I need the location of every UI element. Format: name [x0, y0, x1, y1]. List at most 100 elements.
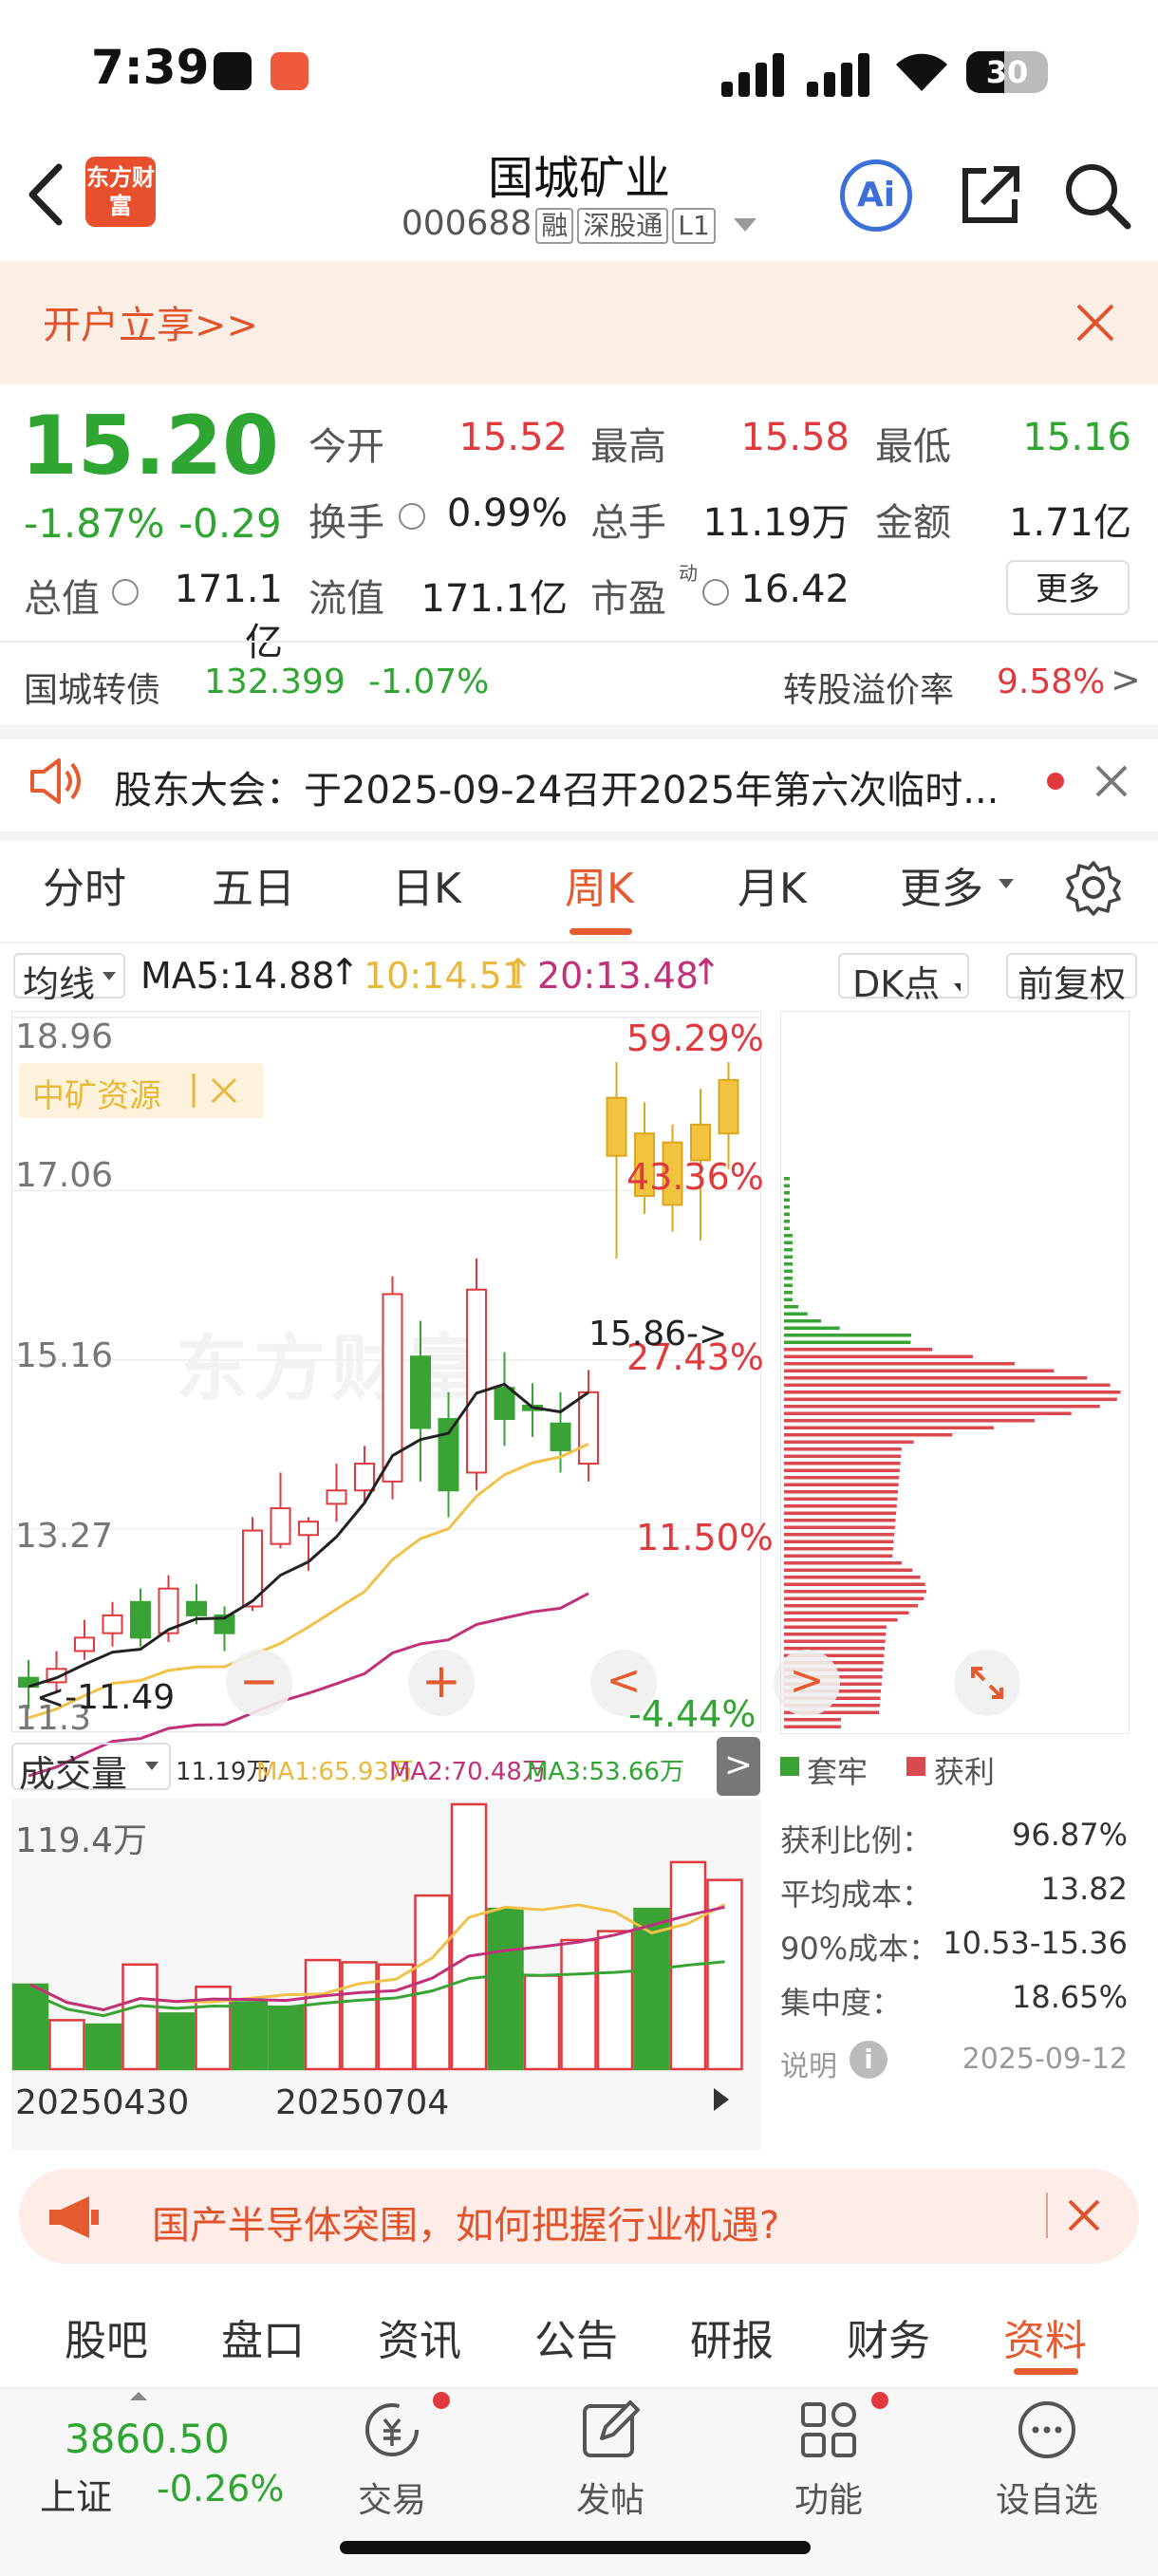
cost-bar: [784, 1653, 885, 1657]
trade-icon[interactable]: [359, 2397, 425, 2463]
kline-chart-frame[interactable]: [11, 1011, 761, 1732]
indicator-selector[interactable]: [11, 1743, 171, 1790]
cost-bar: [784, 1391, 1121, 1394]
dk-selector[interactable]: [838, 953, 969, 999]
float-label: 流值: [308, 577, 384, 621]
note-label[interactable]: 说明: [780, 2050, 837, 2083]
indicator-selector-label[interactable]: 成交量: [19, 1753, 128, 1795]
tab-news[interactable]: 资讯: [378, 2317, 461, 2365]
stock-name: 国城矿业: [487, 152, 670, 205]
y-tick: 17.06: [15, 1156, 114, 1195]
chevron-up-icon[interactable]: [130, 2392, 147, 2400]
unread-dot: [871, 2392, 888, 2409]
tab-weekly-k[interactable]: 周K: [565, 865, 634, 913]
scroll-right-button[interactable]: >: [774, 1650, 840, 1716]
tab-forum[interactable]: 股吧: [65, 2317, 148, 2365]
ma-selector[interactable]: [13, 953, 125, 999]
tab-more[interactable]: 更多: [900, 865, 983, 913]
candle: [242, 1529, 263, 1608]
apps-grid-icon[interactable]: [795, 2397, 862, 2463]
volume-bar: [596, 1930, 634, 2071]
info-icon[interactable]: [399, 503, 425, 530]
close-icon[interactable]: [211, 1077, 237, 1104]
cost-distribution-frame: [780, 1011, 1130, 1734]
ai-assistant-icon[interactable]: Ai: [840, 159, 912, 232]
info-icon[interactable]: [702, 579, 729, 606]
pe-label: 市盈: [590, 577, 666, 621]
cost-date: 2025-09-12: [962, 2043, 1128, 2076]
index-change[interactable]: -0.26%: [157, 2468, 285, 2510]
scroll-left-button[interactable]: <: [590, 1650, 657, 1716]
open-label: 今开: [308, 425, 384, 469]
y-tick: 15.16: [15, 1336, 114, 1375]
cellular-signal-icon: [721, 53, 784, 97]
compose-icon[interactable]: [577, 2397, 644, 2463]
convertible-name[interactable]: 国城转债: [24, 671, 161, 710]
nav-add-watchlist[interactable]: 设自选: [995, 2481, 1098, 2520]
ad-banner[interactable]: [19, 2169, 1139, 2264]
play-icon[interactable]: [714, 2088, 729, 2111]
tab-profile[interactable]: 资料: [1003, 2317, 1087, 2365]
more-button[interactable]: 更多: [1006, 560, 1130, 615]
vol-ma3-line: [29, 1960, 725, 2018]
tab-daily-k[interactable]: 日K: [392, 865, 461, 913]
ad-text[interactable]: 国产半导体突围，如何把握行业机遇?: [152, 2204, 780, 2248]
cost-bar: [784, 1411, 1072, 1415]
cost-bar: [784, 1633, 887, 1636]
close-icon[interactable]: [1094, 764, 1129, 798]
adjust-label[interactable]: 前复权: [1018, 963, 1127, 1005]
tab-intraday[interactable]: 分时: [43, 865, 126, 913]
volume-bar: [304, 1958, 342, 2071]
cellular-signal-2-icon: [807, 53, 869, 97]
candle: [662, 1141, 683, 1206]
share-icon[interactable]: [954, 159, 1026, 232]
more-options-icon[interactable]: [1014, 2397, 1080, 2463]
gear-icon[interactable]: [1065, 859, 1122, 916]
speaker-icon: [30, 758, 81, 804]
nav-trade[interactable]: 交易: [357, 2481, 426, 2520]
cost-bar: [784, 1433, 953, 1437]
cost-bar: [784, 1326, 840, 1330]
section-gap: [0, 724, 1158, 739]
adjust-button[interactable]: [1006, 953, 1137, 999]
tab-five-day[interactable]: 五日: [212, 865, 295, 913]
cost-bar: [784, 1590, 926, 1594]
mktcap-label: 总值: [24, 577, 100, 621]
promo-banner[interactable]: [0, 261, 1158, 384]
cost-bar: [784, 1283, 793, 1287]
chevron-right-icon[interactable]: >: [1111, 659, 1141, 700]
tab-monthly-k[interactable]: 月K: [738, 865, 807, 913]
info-icon[interactable]: [112, 579, 139, 606]
cost-value: 18.65%: [1011, 1979, 1128, 2015]
cost-bar: [784, 1454, 902, 1458]
tab-financials[interactable]: 财务: [847, 2317, 930, 2365]
expand-icon: [971, 1667, 1003, 1699]
back-arrow-icon[interactable]: [23, 161, 70, 228]
close-icon[interactable]: [1074, 302, 1116, 344]
tab-order-book[interactable]: 盘口: [221, 2317, 305, 2365]
tab-announcements[interactable]: 公告: [534, 2317, 618, 2365]
date-label: 20250430: [15, 2083, 190, 2122]
expand-panel-button[interactable]: >: [717, 1737, 760, 1796]
ma-selector-label[interactable]: 均线: [23, 963, 96, 1005]
tab-research[interactable]: 研报: [690, 2317, 774, 2365]
pct-tick: 11.50%: [636, 1517, 774, 1559]
nav-functions[interactable]: 功能: [794, 2481, 863, 2520]
chevron-down-icon[interactable]: [734, 218, 757, 232]
notice-text[interactable]: 股东大会：于2025-09-24召开2025年第六次临时...: [114, 769, 999, 812]
info-icon[interactable]: i: [850, 2041, 887, 2079]
convertible-price: 132.399: [204, 663, 346, 701]
index-value[interactable]: 3860.50: [65, 2416, 230, 2462]
zoom-in-button[interactable]: +: [408, 1650, 475, 1716]
candle: [494, 1387, 515, 1421]
dk-label[interactable]: DK点: [852, 963, 941, 1005]
search-icon[interactable]: [1061, 159, 1133, 232]
fullscreen-button[interactable]: [954, 1650, 1020, 1716]
ma20-line: [28, 1592, 589, 1778]
nav-post[interactable]: 发帖: [575, 2481, 644, 2520]
close-icon[interactable]: [1067, 2198, 1101, 2232]
promo-text[interactable]: 开户立享>>: [43, 304, 259, 347]
zoom-out-button[interactable]: −: [226, 1650, 292, 1716]
index-name[interactable]: 上证: [40, 2476, 113, 2518]
cost-bar: [784, 1397, 1117, 1401]
